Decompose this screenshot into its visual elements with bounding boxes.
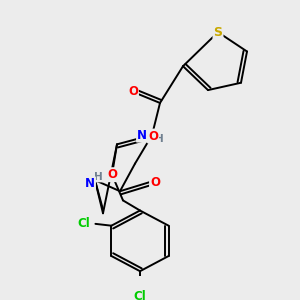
Text: H: H: [154, 134, 164, 144]
Text: N: N: [137, 129, 147, 142]
Text: H: H: [94, 172, 102, 182]
Text: N: N: [85, 177, 95, 190]
Text: O: O: [107, 168, 117, 181]
Text: S: S: [214, 26, 223, 39]
Text: O: O: [150, 176, 160, 188]
Text: O: O: [128, 85, 138, 98]
Text: Cl: Cl: [134, 290, 146, 300]
Text: O: O: [148, 130, 158, 142]
Text: Cl: Cl: [77, 217, 90, 230]
